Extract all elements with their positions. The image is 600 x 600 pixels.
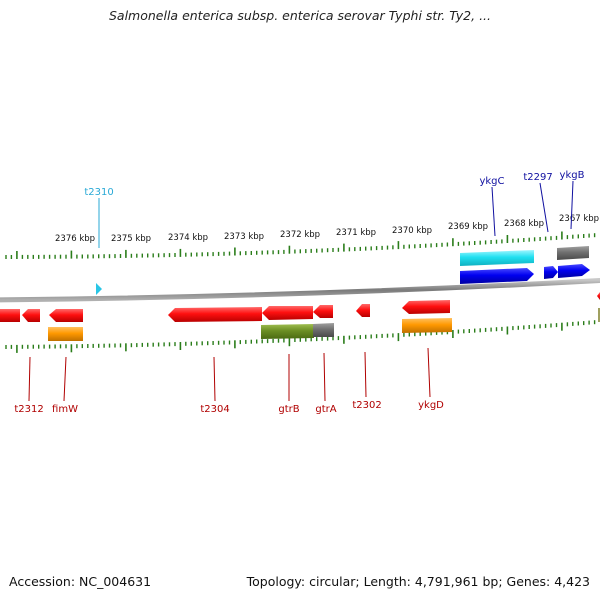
- gene-labels: t2310 ykgC t2297 ykgB t2312 fimW t2304 g…: [14, 170, 584, 415]
- feature-ykgB-gray[interactable]: [557, 246, 589, 260]
- leader-lines: [28, 180, 574, 402]
- feature-ykgC-cds[interactable]: [460, 268, 534, 284]
- gene-label-ykgC[interactable]: ykgC: [479, 176, 504, 187]
- gene-label-fimW[interactable]: fimW: [52, 404, 78, 415]
- feature-gtrA-gray[interactable]: [313, 323, 334, 337]
- feature-edge-red[interactable]: [597, 292, 600, 300]
- scale-label: 2369 kbp: [448, 222, 488, 232]
- scale-label: 2376 kbp: [55, 234, 95, 244]
- feature-fimW-orange[interactable]: [48, 327, 83, 341]
- feature-gtrB-cds[interactable]: [262, 306, 313, 320]
- gene-label-t2302[interactable]: t2302: [352, 400, 381, 411]
- gene-label-t2304[interactable]: t2304: [200, 404, 229, 415]
- scale-labels: 2376 kbp 2375 kbp 2374 kbp 2373 kbp 2372…: [55, 214, 599, 244]
- genome-backbone: [0, 278, 600, 303]
- scale-label: 2368 kbp: [504, 219, 544, 229]
- feature-t2312b-cds[interactable]: [22, 309, 40, 322]
- map-title: Salmonella enterica subsp. enterica sero…: [108, 8, 492, 23]
- scale-label: 2373 kbp: [224, 232, 264, 242]
- feature-fimW-cds[interactable]: [49, 309, 83, 322]
- feature-gtrA-cds[interactable]: [313, 305, 333, 318]
- accession-text: Accession: NC_004631: [9, 574, 152, 589]
- gene-label-t2312[interactable]: t2312: [14, 404, 43, 415]
- feature-ykgD-orange[interactable]: [402, 318, 452, 333]
- feature-t2302-cds[interactable]: [356, 304, 370, 317]
- scale-label: 2372 kbp: [280, 230, 320, 240]
- gene-label-ykgB[interactable]: ykgB: [560, 170, 585, 181]
- scale-label: 2374 kbp: [168, 233, 208, 243]
- feature-ykgC-rna[interactable]: [460, 250, 534, 266]
- gene-label-ykgD[interactable]: ykgD: [418, 400, 444, 411]
- feature-ykgD-cds[interactable]: [402, 300, 450, 314]
- feature-t2304-cds[interactable]: [168, 307, 262, 322]
- outer-tick-ring: [5, 231, 596, 259]
- gene-label-t2310[interactable]: t2310: [84, 187, 113, 198]
- gene-label-gtrA[interactable]: gtrA: [315, 404, 336, 415]
- scale-label: 2367 kbp: [559, 214, 599, 224]
- gene-label-gtrB[interactable]: gtrB: [278, 404, 299, 415]
- scale-label: 2370 kbp: [392, 226, 432, 236]
- feature-t2310-marker[interactable]: [96, 283, 102, 295]
- genome-stats-text: Topology: circular; Length: 4,791,961 bp…: [246, 574, 590, 589]
- feature-ykgB-cds[interactable]: [558, 264, 590, 278]
- gene-label-t2297[interactable]: t2297: [523, 172, 552, 183]
- reverse-features: [0, 292, 600, 341]
- feature-t2297-cds[interactable]: [544, 266, 558, 279]
- feature-gtrB-olive[interactable]: [261, 324, 314, 339]
- scale-label: 2375 kbp: [111, 234, 151, 244]
- forward-features: [96, 246, 590, 295]
- feature-t2312-cds[interactable]: [0, 309, 20, 322]
- scale-label: 2371 kbp: [336, 228, 376, 238]
- inner-tick-ring: [5, 320, 596, 353]
